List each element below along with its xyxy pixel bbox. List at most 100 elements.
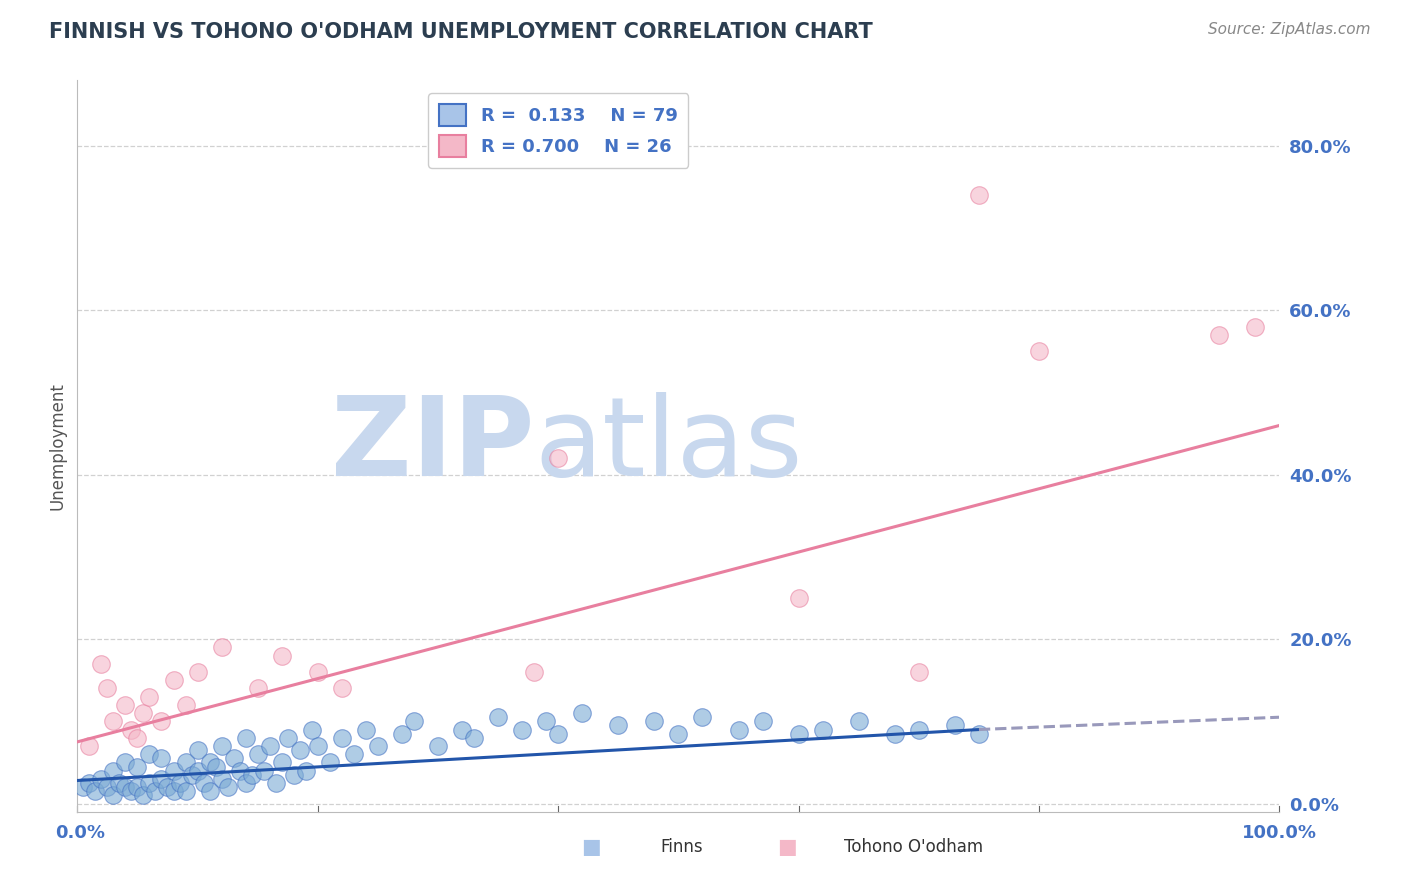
Point: [240, 768, 263, 782]
Point: [510, 723, 533, 737]
Point: [270, 756, 292, 770]
Point: [138, 690, 160, 704]
Point: [211, 739, 233, 753]
Point: [79, 739, 101, 753]
Point: [692, 710, 714, 724]
Point: [908, 723, 931, 737]
Point: [198, 756, 221, 770]
Point: [367, 739, 389, 753]
Point: [330, 681, 353, 696]
Text: Finns: Finns: [661, 838, 703, 856]
Text: ■: ■: [581, 838, 600, 857]
Point: [354, 723, 377, 737]
Point: [150, 772, 173, 786]
Point: [162, 764, 184, 778]
Point: [391, 726, 413, 740]
Point: [1244, 319, 1267, 334]
Point: [72, 780, 94, 794]
Point: [343, 747, 366, 762]
Point: [1208, 328, 1230, 343]
Point: [301, 723, 323, 737]
Point: [270, 648, 292, 663]
Point: [162, 673, 184, 688]
Point: [120, 723, 142, 737]
Point: [150, 751, 173, 765]
Text: atlas: atlas: [534, 392, 803, 500]
Point: [523, 665, 546, 679]
Text: ZIP: ZIP: [330, 392, 534, 500]
Point: [235, 776, 257, 790]
Point: [145, 784, 167, 798]
Text: 0.0%: 0.0%: [55, 824, 105, 842]
Point: [811, 723, 834, 737]
Point: [319, 756, 342, 770]
Point: [967, 726, 990, 740]
Point: [103, 789, 125, 803]
Text: FINNISH VS TOHONO O'ODHAM UNEMPLOYMENT CORRELATION CHART: FINNISH VS TOHONO O'ODHAM UNEMPLOYMENT C…: [49, 22, 873, 42]
Point: [79, 776, 101, 790]
Point: [264, 776, 287, 790]
Point: [547, 451, 569, 466]
Point: [222, 751, 245, 765]
Point: [217, 780, 239, 794]
Y-axis label: Unemployment: Unemployment: [48, 382, 66, 510]
Point: [253, 764, 276, 778]
Point: [668, 726, 690, 740]
Point: [486, 710, 509, 724]
Point: [277, 731, 299, 745]
Point: [186, 764, 209, 778]
Point: [1028, 344, 1050, 359]
Point: [727, 723, 749, 737]
Point: [848, 714, 870, 729]
Text: Tohono O'odham: Tohono O'odham: [844, 838, 983, 856]
Point: [211, 772, 233, 786]
Point: [114, 780, 136, 794]
Text: Source: ZipAtlas.com: Source: ZipAtlas.com: [1208, 22, 1371, 37]
Point: [162, 784, 184, 798]
Point: [204, 759, 226, 773]
Point: [127, 731, 149, 745]
Point: [751, 714, 773, 729]
Point: [193, 776, 215, 790]
Point: [307, 739, 329, 753]
Point: [259, 739, 281, 753]
Point: [288, 743, 311, 757]
Point: [235, 731, 257, 745]
Point: [883, 726, 905, 740]
Point: [246, 681, 269, 696]
Point: [427, 739, 450, 753]
Point: [114, 698, 136, 712]
Point: [174, 756, 197, 770]
Point: [246, 747, 269, 762]
Point: [90, 772, 112, 786]
Point: [908, 665, 931, 679]
Point: [547, 726, 569, 740]
Point: [283, 768, 305, 782]
Point: [198, 784, 221, 798]
Point: [127, 759, 149, 773]
Text: ■: ■: [778, 838, 797, 857]
Text: 100.0%: 100.0%: [1241, 824, 1317, 842]
Point: [402, 714, 425, 729]
Point: [156, 780, 179, 794]
Point: [211, 640, 233, 655]
Point: [643, 714, 665, 729]
Point: [180, 768, 202, 782]
Point: [138, 776, 160, 790]
Point: [120, 784, 142, 798]
Point: [84, 784, 107, 798]
Point: [169, 776, 191, 790]
Point: [186, 665, 209, 679]
Point: [138, 747, 160, 762]
Point: [787, 591, 810, 605]
Point: [132, 789, 155, 803]
Point: [943, 718, 966, 732]
Point: [967, 188, 990, 202]
Point: [132, 706, 155, 720]
Point: [787, 726, 810, 740]
Point: [127, 780, 149, 794]
Point: [330, 731, 353, 745]
Point: [108, 776, 131, 790]
Point: [103, 714, 125, 729]
Point: [174, 784, 197, 798]
